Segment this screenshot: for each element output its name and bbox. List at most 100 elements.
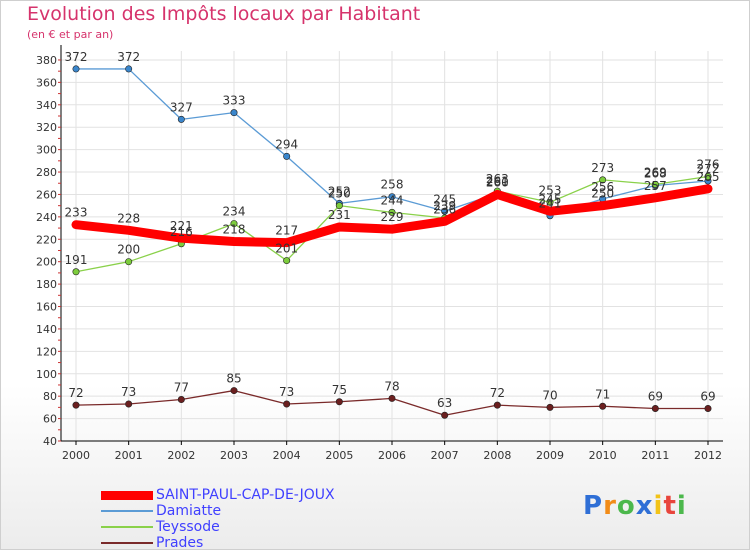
x-tick-label: 2006 — [378, 449, 406, 462]
data-point-teyssode — [72, 268, 80, 276]
y-tick-label: 380 — [36, 54, 57, 67]
logo-letter: P — [583, 491, 604, 521]
data-label-saint-paul-cap-de-joux: 218 — [223, 223, 246, 237]
data-label-teyssode: 191 — [65, 253, 88, 267]
data-point-teyssode — [230, 220, 238, 228]
data-label-prades: 72 — [490, 386, 505, 400]
x-tick-label: 2011 — [641, 449, 669, 462]
y-tick-label: 40 — [43, 435, 57, 448]
data-label-teyssode: 273 — [591, 161, 614, 175]
x-tick-label: 2001 — [115, 449, 143, 462]
x-tick-label: 2003 — [220, 449, 248, 462]
data-point-prades — [441, 411, 449, 419]
data-point-teyssode — [388, 208, 396, 216]
legend-label: SAINT-PAUL-CAP-DE-JOUX — [156, 487, 335, 503]
y-tick-label: 140 — [36, 323, 57, 336]
y-tick-label: 200 — [36, 256, 57, 269]
data-label-damiatte: 333 — [223, 94, 246, 108]
y-tick-label: 180 — [36, 278, 57, 291]
x-tick-label: 2008 — [483, 449, 511, 462]
data-label-prades: 72 — [68, 386, 83, 400]
x-tick-label: 2009 — [536, 449, 564, 462]
legend-swatch — [101, 510, 153, 512]
data-point-prades — [651, 404, 659, 412]
series-line-saint-paul-cap-de-joux — [71, 184, 713, 248]
data-point-prades — [335, 398, 343, 406]
data-label-damiatte: 252 — [328, 184, 351, 198]
y-tick-label: 260 — [36, 188, 57, 201]
data-label-damiatte: 294 — [275, 137, 298, 151]
data-point-damiatte — [388, 193, 396, 201]
y-tick-label: 240 — [36, 211, 57, 224]
data-label-saint-paul-cap-de-joux: 233 — [65, 206, 88, 220]
data-label-saint-paul-cap-de-joux: 250 — [591, 187, 614, 201]
data-label-damiatte: 372 — [117, 50, 140, 64]
data-label-teyssode: 250 — [328, 187, 351, 201]
y-tick-label: 80 — [43, 390, 57, 403]
data-label-prades: 71 — [595, 387, 610, 401]
legend-label: Prades — [156, 535, 204, 551]
data-label-prades: 63 — [437, 396, 452, 410]
y-tick-label: 280 — [36, 166, 57, 179]
data-point-damiatte — [72, 65, 80, 73]
data-label-damiatte: 245 — [433, 192, 456, 206]
y-tick-label: 120 — [36, 345, 57, 358]
chart-title: Evolution des Impôts locaux par Habitant — [27, 3, 421, 25]
data-label-damiatte: 272 — [697, 162, 720, 176]
legend-label: Teyssode — [156, 519, 220, 535]
data-label-teyssode: 253 — [539, 183, 562, 197]
data-point-prades — [493, 401, 501, 409]
y-tick-label: 160 — [36, 301, 57, 314]
data-point-damiatte — [125, 65, 133, 73]
data-label-teyssode: 263 — [486, 172, 509, 186]
x-tick-label: 2010 — [589, 449, 617, 462]
x-tick-label: 2007 — [431, 449, 459, 462]
data-label-prades: 77 — [174, 381, 189, 395]
x-tick-label: 2004 — [273, 449, 301, 462]
legend-swatch — [101, 526, 153, 528]
legend-label: Damiatte — [156, 503, 222, 519]
data-label-prades: 73 — [279, 385, 294, 399]
data-label-teyssode: 216 — [170, 225, 193, 239]
y-tick-label: 360 — [36, 76, 57, 89]
data-label-teyssode: 239 — [433, 199, 456, 213]
data-label-damiatte: 261 — [486, 174, 509, 188]
data-label-teyssode: 276 — [697, 158, 720, 172]
data-point-teyssode — [599, 176, 607, 184]
data-point-prades — [72, 401, 80, 409]
data-label-saint-paul-cap-de-joux: 221 — [170, 219, 193, 233]
data-label-saint-paul-cap-de-joux: 245 — [539, 192, 562, 206]
chart-subtitle: (en € et par an) — [27, 28, 114, 41]
y-tick-label: 340 — [36, 99, 57, 112]
data-point-damiatte — [230, 109, 238, 117]
data-label-saint-paul-cap-de-joux: 257 — [644, 179, 667, 193]
data-label-teyssode: 200 — [117, 243, 140, 257]
data-label-prades: 78 — [384, 379, 399, 393]
data-point-damiatte — [283, 152, 291, 160]
data-label-prades: 75 — [332, 383, 347, 397]
y-tick-label: 300 — [36, 144, 57, 157]
logo-letter: r — [603, 491, 617, 521]
data-point-teyssode — [335, 202, 343, 210]
legend-swatch — [101, 490, 153, 500]
data-point-teyssode — [125, 258, 133, 266]
legend-swatch — [101, 542, 153, 544]
data-label-saint-paul-cap-de-joux: 260 — [486, 175, 509, 189]
data-label-prades: 69 — [700, 390, 715, 404]
data-label-saint-paul-cap-de-joux: 231 — [328, 208, 351, 222]
data-point-prades — [230, 387, 238, 395]
data-label-saint-paul-cap-de-joux: 265 — [697, 170, 720, 184]
y-tick-label: 220 — [36, 233, 57, 246]
data-point-prades — [704, 404, 712, 412]
data-label-saint-paul-cap-de-joux: 236 — [433, 202, 456, 216]
data-label-prades: 69 — [648, 390, 663, 404]
proxiti-logo: Proxiti — [583, 491, 687, 521]
data-label-damiatte: 372 — [65, 50, 88, 64]
data-point-prades — [283, 400, 291, 408]
data-point-teyssode — [651, 180, 659, 188]
logo-letter: t — [663, 491, 677, 521]
data-point-teyssode — [283, 257, 291, 265]
data-label-damiatte: 258 — [381, 178, 404, 192]
